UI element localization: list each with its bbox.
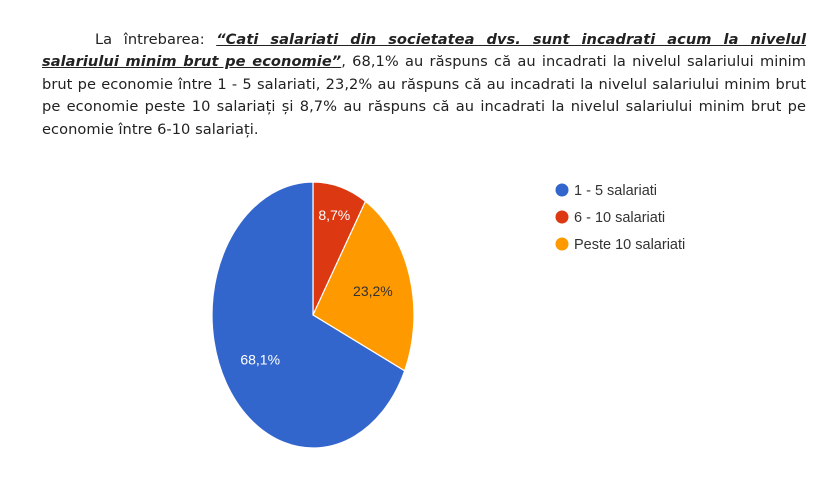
legend-label-6-10: 6 - 10 salariati	[574, 210, 665, 226]
slice-label-1-5: 68,1%	[240, 351, 280, 367]
pie-slices	[211, 181, 415, 449]
paragraph-body: , 68,1% au răspuns că au incadrati la ni…	[42, 53, 806, 138]
slice-label-6-10: 8,7%	[318, 207, 350, 223]
legend-swatch-6-10	[555, 210, 569, 224]
legend-label-1-5: 1 - 5 salariati	[574, 183, 657, 199]
legend-swatch-peste-10	[555, 237, 569, 251]
pie-slice-peste-10	[312, 200, 415, 372]
survey-question: “Cati salariati din societatea dvs. sunt…	[42, 30, 807, 71]
description-paragraph: La întrebarea: “Cati salariati din socie…	[42, 29, 806, 142]
pie-slice-1-5	[211, 181, 406, 449]
chart-legend: 1 - 5 salariati 6 - 10 salariati Peste 10 …	[555, 183, 685, 253]
slice-label-peste-10: 23,2%	[353, 283, 393, 299]
legend-label-peste-10: Peste 10 salariati	[574, 237, 685, 253]
legend-swatch-1-5	[555, 183, 569, 197]
pie-slice-labels: 8,7% 23,2% 68,1%	[240, 207, 392, 367]
paragraph-intro: La întrebarea:	[95, 30, 217, 48]
